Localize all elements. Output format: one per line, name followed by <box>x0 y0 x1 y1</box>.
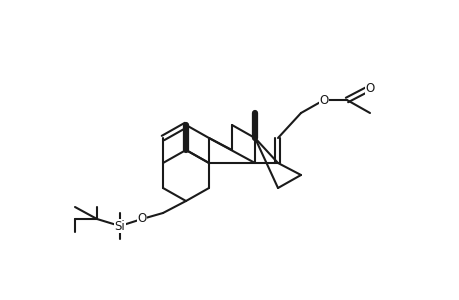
Text: O: O <box>319 94 328 106</box>
Text: O: O <box>364 82 374 94</box>
Text: O: O <box>137 212 146 226</box>
Text: Si: Si <box>114 220 125 232</box>
